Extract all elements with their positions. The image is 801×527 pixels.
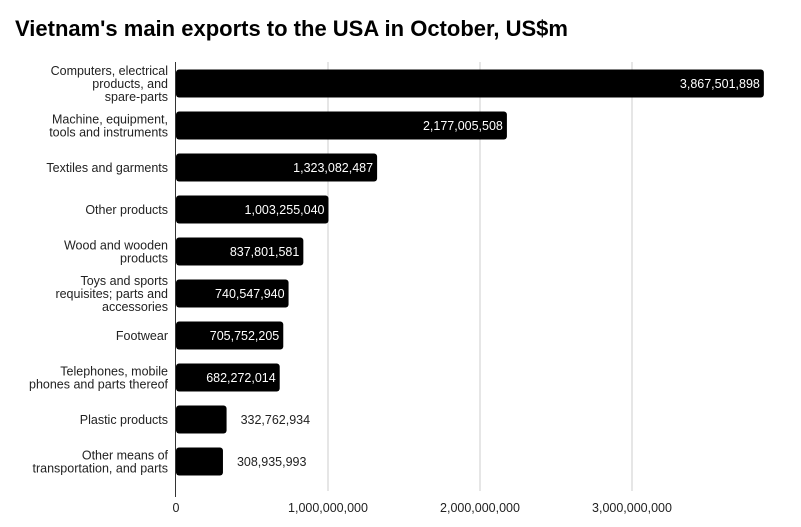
category-label: Toys and sports requisites; parts and acce…: [55, 274, 168, 314]
data-label: 837,801,581: [230, 245, 300, 259]
bar[interactable]: [176, 69, 764, 98]
category-label: Telephones, mobile phones and parts there…: [29, 365, 169, 392]
bar[interactable]: [176, 195, 329, 224]
x-tick-label: 1,000,000,000: [288, 501, 368, 515]
category-label: Computers, electrical products, and spare-…: [51, 64, 168, 104]
bar[interactable]: [176, 405, 227, 434]
category-label: Textiles and garments: [46, 161, 168, 175]
data-label: 3,867,501,898: [680, 77, 760, 91]
data-label: 1,003,255,040: [245, 203, 325, 217]
category-label: Footwear: [116, 329, 168, 343]
category-label: Machine, equipment, tools and instruments: [49, 113, 168, 140]
x-tick-label: 0: [173, 501, 180, 515]
bar[interactable]: [176, 447, 223, 476]
data-label: 2,177,005,508: [423, 119, 503, 133]
x-tick-label: 3,000,000,000: [592, 501, 672, 515]
data-label: 705,752,205: [210, 329, 280, 343]
category-label: Other products: [85, 203, 168, 217]
data-label: 682,272,014: [206, 371, 276, 385]
category-label: Plastic products: [80, 413, 168, 427]
data-label: 308,935,993: [237, 455, 307, 469]
category-label: Other means of transportation, and parts: [33, 449, 169, 476]
bar[interactable]: [176, 111, 507, 140]
bar[interactable]: [176, 279, 289, 308]
bar[interactable]: [176, 237, 304, 266]
category-label: Wood and wooden products: [64, 239, 168, 266]
x-tick-label: 2,000,000,000: [440, 501, 520, 515]
data-label: 740,547,940: [215, 287, 285, 301]
bar[interactable]: [176, 363, 280, 392]
chart-title: Vietnam's main exports to the USA in Oct…: [15, 16, 568, 41]
bar[interactable]: [176, 321, 284, 350]
bar[interactable]: [176, 153, 378, 182]
data-label: 1,323,082,487: [293, 161, 373, 175]
data-label: 332,762,934: [241, 413, 311, 427]
